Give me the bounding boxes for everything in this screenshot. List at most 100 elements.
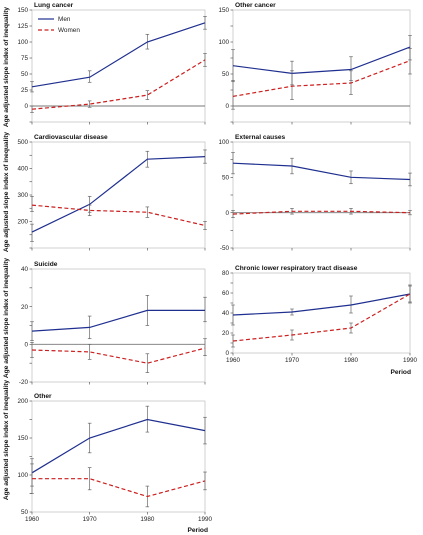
panel-chronic-lower-respiratory-tract-disease-ytick-label: 60 xyxy=(222,290,230,297)
panel-chronic-lower-respiratory-tract-disease-frame xyxy=(232,272,411,354)
panel-other-title: Other xyxy=(34,393,52,400)
panel-other-cancer-series-women-errorbar xyxy=(408,48,412,75)
panel-chronic-lower-respiratory-tract-disease-xtick-label: 1960 xyxy=(226,357,241,364)
panel-suicide-series-women-line xyxy=(31,347,206,364)
panel-other-ytick-label: 50 xyxy=(21,509,29,516)
panel-other-cancer-series-women-errorbar xyxy=(290,70,294,100)
panel-lung-cancer-series-women-errorbar xyxy=(145,90,150,100)
legend-label-men: Men xyxy=(58,16,71,23)
panel-chronic-lower-respiratory-tract-disease-series-women-line xyxy=(232,293,411,342)
panel-other-cancer-series-men-line xyxy=(232,46,411,75)
panel-other-cancer-series-women-line xyxy=(232,60,411,97)
x-axis-label-right-column: Period xyxy=(390,369,411,376)
panel-suicide-series-men-errorbar xyxy=(203,296,207,323)
panel-external-causes-frame xyxy=(232,141,411,249)
panel-lung-cancer-ytick-label: 50 xyxy=(21,71,29,78)
panel-other-xtick-label: 1980 xyxy=(140,516,155,523)
panel-other-cancer-ytick-label: 150 xyxy=(218,7,229,14)
panel-other-series-women-errorbar xyxy=(87,467,92,491)
panel-other-ytick-label: 100 xyxy=(17,472,28,479)
panel-lung-cancer: Lung cancer 0 25 50 75 100 125 150 Men Women xyxy=(17,2,207,125)
panel-suicide-series-men-line xyxy=(31,309,205,332)
panel-cardiovascular-disease-series-men-line xyxy=(31,156,206,233)
y-axis-label-row-1: Age adjusted slope index of inequality xyxy=(3,7,10,128)
y-axis-label-row-3: Age adjusted slope index of inequality xyxy=(3,258,10,379)
panel-chronic-lower-respiratory-tract-disease-title: Chronic lower respiratory tract disease xyxy=(235,265,358,272)
panel-other-series-women-line xyxy=(32,478,206,498)
panel-external-causes-ytick-label: 0 xyxy=(225,210,229,217)
panel-suicide-series-men-errorbar xyxy=(30,321,34,341)
panel-suicide-series-women-errorbar xyxy=(145,353,150,373)
panel-external-causes-title: External causes xyxy=(235,134,286,141)
panel-other: Other 50 100 150 200 1960 1970 1980 1990 xyxy=(17,393,212,523)
panel-suicide: Suicide -20 0 20 40 xyxy=(19,261,207,386)
panel-suicide-series-women-errorbar xyxy=(87,343,92,360)
panel-cardiovascular-disease-series-women-errorbar xyxy=(145,206,150,218)
panel-external-causes-ytick-label: 100 xyxy=(218,139,229,146)
panel-other-cancer-ytick-label: 100 xyxy=(218,39,229,46)
panel-chronic-lower-respiratory-tract-disease-series-men-line xyxy=(232,293,411,316)
panel-other-xtick-label: 1960 xyxy=(25,516,40,523)
legend-label-women: Women xyxy=(58,27,80,34)
panel-chronic-lower-respiratory-tract-disease-ytick-label: 80 xyxy=(222,270,230,277)
panels-layer: Lung cancer 0 25 50 75 100 125 150 Men Women Other… xyxy=(17,2,417,523)
panel-external-causes: External causes -50 0 50 100 xyxy=(218,134,412,252)
panel-chronic-lower-respiratory-tract-disease: Chronic lower respiratory tract disease 0… xyxy=(222,265,418,364)
panel-other-cancer-series-women-errorbar xyxy=(231,80,235,110)
panel-other-cancer: Other cancer 0 50 100 150 xyxy=(218,2,412,125)
panel-suicide-series-women-errorbar xyxy=(30,342,34,358)
y-axis-label-row-4: Age adjusted slope index of inequality xyxy=(3,380,10,501)
panel-suicide-ytick-label: -20 xyxy=(19,379,29,386)
panel-lung-cancer-series-women-errorbar xyxy=(87,100,92,108)
panel-cardiovascular-disease-ytick-label: 200 xyxy=(17,219,28,226)
legend: Men Women xyxy=(38,16,80,34)
panel-external-causes-ytick-label: 50 xyxy=(222,175,230,182)
panel-chronic-lower-respiratory-tract-disease-xtick-label: 1970 xyxy=(285,357,300,364)
panel-chronic-lower-respiratory-tract-disease-xtick-label: 1990 xyxy=(403,357,418,364)
panel-other-cancer-ytick-label: 0 xyxy=(225,103,229,110)
panel-suicide-ytick-label: 20 xyxy=(21,304,29,311)
panel-other-xtick-label: 1970 xyxy=(83,516,98,523)
panel-chronic-lower-respiratory-tract-disease-xtick-label: 1980 xyxy=(344,357,359,364)
panel-suicide-ytick-label: 0 xyxy=(24,342,28,349)
panel-lung-cancer-series-women-line xyxy=(31,59,206,110)
panel-external-causes-series-women-line xyxy=(232,210,411,215)
panel-chronic-lower-respiratory-tract-disease-ytick-label: 0 xyxy=(225,350,229,357)
panel-other-series-men-line xyxy=(31,418,206,474)
panel-lung-cancer-ytick-label: 100 xyxy=(17,39,28,46)
panel-cardiovascular-disease-series-women-errorbar xyxy=(203,221,207,230)
panel-cardiovascular-disease-title: Cardiovascular disease xyxy=(34,134,108,141)
panel-other-xtick-label: 1990 xyxy=(198,516,213,523)
panel-suicide-series-women-errorbar xyxy=(203,338,207,356)
panel-chronic-lower-respiratory-tract-disease-series-women-errorbar xyxy=(408,285,412,303)
panel-other-ytick-label: 200 xyxy=(17,398,28,405)
panel-chronic-lower-respiratory-tract-disease-ytick-label: 40 xyxy=(222,310,230,317)
panel-lung-cancer-ytick-label: 25 xyxy=(21,87,29,94)
panel-lung-cancer-series-men-line xyxy=(31,22,206,88)
panel-external-causes-series-men-line xyxy=(232,162,411,181)
panel-other-cancer-ytick-label: 50 xyxy=(222,71,230,78)
panel-other-cancer-frame xyxy=(232,9,411,123)
panel-suicide-ytick-label: 40 xyxy=(21,266,29,273)
panel-lung-cancer-ytick-label: 150 xyxy=(17,7,28,14)
panel-other-cancer-title: Other cancer xyxy=(235,2,276,9)
panel-cardiovascular-disease: Cardiovascular disease 200 300 400 500 xyxy=(17,134,207,251)
panel-cardiovascular-disease-series-men-errorbar xyxy=(203,149,207,164)
panel-cardiovascular-disease-ytick-label: 500 xyxy=(17,139,28,146)
x-axis-label-left-column: Period xyxy=(187,527,208,534)
panel-suicide-frame xyxy=(31,268,206,383)
panel-chronic-lower-respiratory-tract-disease-ytick-label: 20 xyxy=(222,330,230,337)
panel-lung-cancer-ytick-label: 0 xyxy=(24,103,28,110)
panel-cardiovascular-disease-ytick-label: 300 xyxy=(17,192,28,199)
y-axis-label-row-2: Age adjusted slope index of inequality xyxy=(3,132,10,253)
panel-suicide-title: Suicide xyxy=(34,261,58,268)
panel-cardiovascular-disease-series-women-line xyxy=(31,204,206,227)
panel-cardiovascular-disease-ytick-label: 400 xyxy=(17,166,28,173)
panel-cardiovascular-disease-series-men-errorbar xyxy=(30,223,34,242)
panel-other-ytick-label: 150 xyxy=(17,435,28,442)
panel-lung-cancer-title: Lung cancer xyxy=(34,2,74,9)
panel-cardiovascular-disease-series-women-errorbar xyxy=(30,195,34,212)
panel-cardiovascular-disease-series-women-errorbar xyxy=(87,204,92,217)
panel-lung-cancer-ytick-label: 75 xyxy=(21,55,29,62)
